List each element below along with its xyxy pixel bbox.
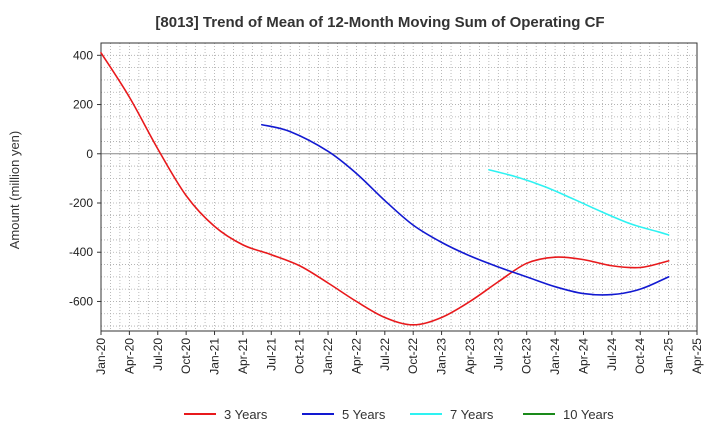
x-tick-label: Jul-22: [378, 338, 392, 371]
series-line-5-years: [261, 123, 670, 296]
legend-label-5-years: 5 Years: [342, 407, 386, 422]
y-tick-label: 400: [73, 48, 93, 62]
y-tick-label: -200: [69, 196, 93, 210]
x-tick-label: Oct-24: [633, 338, 647, 374]
x-tick-label: Apr-24: [576, 338, 590, 374]
x-tick-label: Jul-23: [491, 338, 505, 371]
legend-label-7-years: 7 Years: [450, 407, 494, 422]
x-tick-label: Jul-20: [151, 338, 165, 371]
series-line-7-years: [488, 168, 670, 236]
y-tick-label: -600: [69, 294, 93, 308]
series-line-3-years: [100, 52, 670, 326]
y-axis-label: Amount (million yen): [7, 131, 22, 250]
x-tick-label: Jul-21: [264, 338, 278, 371]
legend-label-3-years: 3 Years: [224, 407, 268, 422]
x-tick-label: Oct-21: [293, 338, 307, 374]
x-tick-label: Apr-21: [236, 338, 250, 374]
x-tick-label: Jan-22: [321, 338, 335, 375]
x-tick-label: Jan-20: [94, 338, 108, 375]
x-tick-label: Apr-23: [463, 338, 477, 374]
legend-label-10-years: 10 Years: [563, 407, 614, 422]
plot-area: 400 200 0 -200 -400 -600 Jan-20 Apr-20 Jul-20 Oct…: [69, 42, 704, 375]
x-tick-label: Oct-23: [520, 338, 534, 374]
y-tick-label: -400: [69, 245, 93, 259]
plot-frame: [100, 42, 698, 332]
x-tick-label: Jan-21: [208, 338, 222, 375]
x-tick-label: Apr-22: [349, 338, 363, 374]
legend: 3 Years 5 Years 7 Years 10 Years: [184, 407, 614, 422]
x-tick-label: Apr-20: [122, 338, 136, 374]
x-tick-label: Jul-24: [605, 338, 619, 371]
x-tick-label: Jan-23: [435, 338, 449, 375]
chart-title: [8013] Trend of Mean of 12-Month Moving …: [155, 14, 604, 31]
x-tick-label: Oct-20: [179, 338, 193, 374]
x-tick-label: Jan-25: [662, 338, 676, 375]
x-tick-label: Apr-25: [690, 338, 704, 374]
y-tick-label: 200: [73, 98, 93, 112]
x-tick-label: Oct-22: [406, 338, 420, 374]
y-tick-label: 0: [86, 147, 93, 161]
plot-background: [101, 43, 697, 331]
x-tick-label: Jan-24: [548, 338, 562, 375]
